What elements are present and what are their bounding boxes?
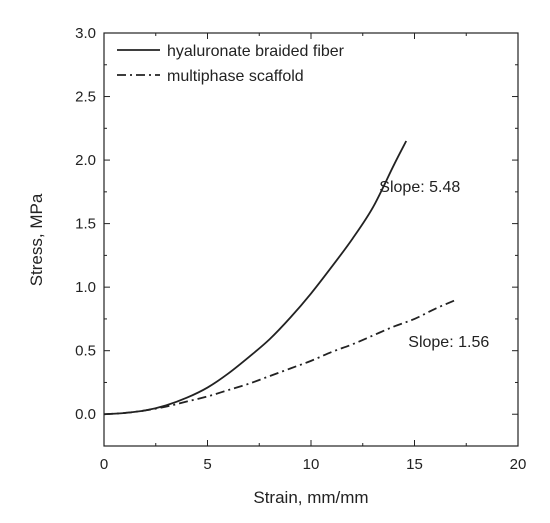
- x-tick-label: 10: [303, 456, 320, 473]
- legend: hyaluronate braided fiber multiphase scaf…: [117, 43, 345, 85]
- y-tick-label: 1.0: [75, 279, 96, 296]
- y-tick-label: 0.5: [75, 343, 96, 360]
- x-tick-label: 20: [510, 456, 527, 473]
- slope-annotation: Slope: 1.56: [408, 334, 489, 351]
- y-axis-title: Stress, MPa: [27, 193, 46, 286]
- x-axis-title: Strain, mm/mm: [253, 488, 368, 507]
- annotations: Slope: 5.48 Slope: 1.56: [379, 179, 489, 351]
- series-layer: [103, 140, 457, 416]
- y-axis-ticks: 0.0 0.5 1.0 1.5 2.0 2.5 3.0: [75, 25, 518, 423]
- x-tick-label: 5: [203, 456, 211, 473]
- y-tick-label: 0.0: [75, 406, 96, 423]
- y-tick-label: 3.0: [75, 25, 96, 42]
- slope-annotation: Slope: 5.48: [379, 179, 460, 196]
- plot-frame: [103, 32, 519, 447]
- y-tick-label: 2.0: [75, 152, 96, 169]
- x-tick-label: 0: [100, 456, 108, 473]
- y-tick-label: 2.5: [75, 89, 96, 106]
- y-tick-label: 1.5: [75, 216, 96, 233]
- plot-border: [103, 32, 519, 447]
- series-line-hyaluronate-braided-fiber: [103, 140, 408, 416]
- x-axis-ticks: 0 5 10 15 20: [100, 33, 527, 473]
- legend-label: hyaluronate braided fiber: [167, 43, 345, 60]
- x-tick-label: 15: [406, 456, 423, 473]
- legend-label: multiphase scaffold: [167, 68, 304, 85]
- series-line-multiphase-scaffold: [103, 299, 457, 416]
